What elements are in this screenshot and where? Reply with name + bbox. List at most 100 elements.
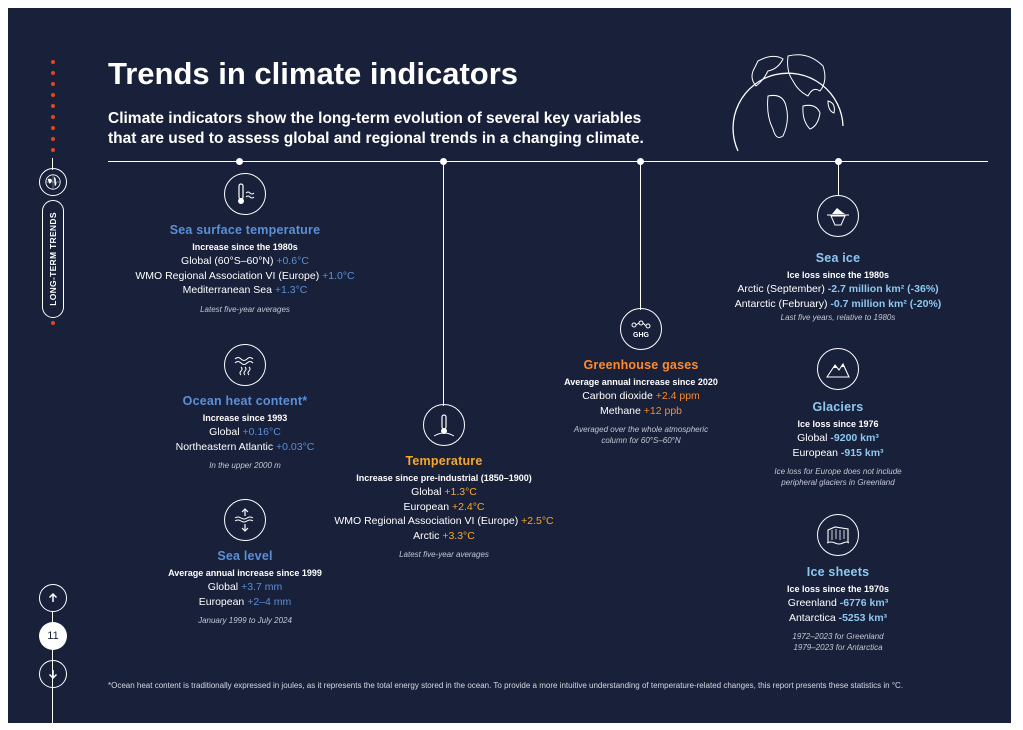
accent-dot [51,104,55,108]
indicator-heading: Ice loss since 1976 [797,419,879,429]
indicator-sea-surface-temperature: Sea surface temperature Increase since t… [115,223,375,315]
indicator-row: European +2–4 mm [115,595,375,610]
page-title: Trends in climate indicators [108,56,519,91]
row-value: -5253 km³ [838,611,888,624]
row-label: Mediterranean Sea [182,284,275,296]
row-label: Northeastern Atlantic [175,440,277,453]
indicator-heading: Ice loss since the 1980s [786,270,890,280]
row-label: European [792,446,841,459]
indicator-row: European +2.4°C [314,500,574,515]
accent-dot [51,137,55,141]
indicator-row: Greenland -6776 km³ [708,596,968,611]
row-value: -6776 km³ [839,597,889,609]
indicator-note: Last five years, relative to 1980s [780,313,896,322]
indicator-note: Averaged over the whole atmospheric colum… [511,424,771,446]
indicator-heading: Average annual increase since 1999 [168,568,322,578]
accent-dot [51,71,55,75]
timeline-node [440,158,447,165]
timeline-node [835,158,842,165]
row-value: +1.3°C [274,284,308,296]
ice-sheet-icon [817,514,859,556]
indicator-title: Ice sheets [806,565,870,579]
ocean-heat-icon [224,344,266,386]
row-label: WMO Regional Association VI (Europe) [334,515,522,527]
timeline-node [236,158,243,165]
indicator-sea-level: Sea level Average annual increase since … [115,549,375,626]
indicator-row: Mediterranean Sea +1.3°C [115,283,375,298]
indicator-note: January 1999 to July 2024 [198,616,292,625]
indicator-title: Glaciers [812,400,864,414]
indicator-row: Arctic (September) -2.7 million km² (-36… [708,282,968,297]
row-value: +3.3°C [442,529,475,542]
accent-dot [51,115,55,119]
row-value: -0.7 million km² (-20%) [830,297,942,310]
indicator-heading: Increase since 1993 [202,413,288,423]
page-up-button[interactable] [39,584,67,612]
row-value: +12 ppb [643,404,683,417]
section-tab-long-term-trends[interactable]: LONG-TERM TRENDS [42,200,64,318]
note-line: peripheral glaciers in Greenland [781,478,895,487]
row-label: Methane [599,404,644,417]
row-label: Global (60°S–60°N) [181,255,277,267]
accent-dot [51,93,55,97]
row-label: European [403,500,452,513]
page-down-button[interactable] [39,660,67,688]
indicator-greenhouse-gases: Greenhouse gases Average annual increase… [511,358,771,446]
row-value: +1.0°C [322,269,355,282]
indicator-title: Ocean heat content* [182,394,308,408]
indicator-row: Global +1.3°C [314,485,574,500]
row-value: +0.6°C [276,255,309,267]
row-value: +2.5°C [521,515,554,527]
accent-dot [51,82,55,86]
row-value: +3.7 mm [241,581,283,593]
section-tab-label: LONG-TERM TRENDS [48,212,58,306]
row-value: -915 km³ [840,446,884,459]
side-connector [52,158,53,170]
indicator-title: Sea surface temperature [169,223,321,237]
row-label: Global [411,486,445,498]
connector-line [443,162,444,406]
connector-line [838,162,839,196]
row-value: +2.4 ppm [655,390,700,402]
page-subtitle: Climate indicators show the long-term ev… [108,109,668,149]
indicator-row: Global -9200 km³ [708,431,968,446]
infographic-page: LONG-TERM TRENDS 11 Trends in climate in… [8,8,1011,723]
row-label: Global [207,581,242,593]
thermometer-waves-icon [224,173,266,215]
subtitle-line: Climate indicators show the long-term ev… [108,110,642,127]
indicator-row: Global +3.7 mm [115,580,375,595]
note-line: Averaged over the whole atmospheric [573,425,709,434]
mountain-icon [817,348,859,390]
iceberg-icon [817,195,859,237]
row-label: WMO Regional Association VI (Europe) [135,269,323,282]
timeline-line [108,161,988,162]
accent-dot [51,126,55,130]
indicator-ice-sheets: Ice sheets Ice loss since the 1970s Gree… [708,565,968,653]
indicator-note: Latest five-year averages [399,550,489,559]
row-label: Global [209,426,243,438]
subtitle-line: that are used to assess global and regio… [108,130,644,147]
ghg-icon: GHG [620,308,662,350]
indicator-heading: Increase since pre-industrial (1850–1900… [356,473,532,483]
indicator-row: Antarctica -5253 km³ [708,611,968,626]
row-label: European [198,595,248,608]
row-label: Arctic [413,529,443,542]
row-value: +0.16°C [242,426,281,438]
row-value: +2.4°C [451,500,485,513]
row-label: Antarctic (February) [734,297,831,310]
globe-icon[interactable] [39,168,67,196]
indicator-row: WMO Regional Association VI (Europe) +1.… [115,269,375,284]
arrow-up-icon [48,592,58,602]
connector-line [640,162,641,310]
indicator-row: Global +0.16°C [115,425,375,440]
accent-dot [51,148,55,152]
row-value: +0.03°C [276,440,315,453]
indicator-row: European -915 km³ [708,446,968,461]
indicator-row: Arctic +3.3°C [314,529,574,544]
indicator-title: Greenhouse gases [583,358,699,372]
indicator-heading: Average annual increase since 2020 [564,377,718,387]
indicator-row: Carbon dioxide +2.4 ppm [511,389,771,404]
globe-illustration-icon [732,54,844,152]
indicator-glaciers: Glaciers Ice loss since 1976 Global -920… [708,400,968,488]
indicator-sea-ice: Sea ice Ice loss since the 1980s Arctic … [708,251,968,323]
